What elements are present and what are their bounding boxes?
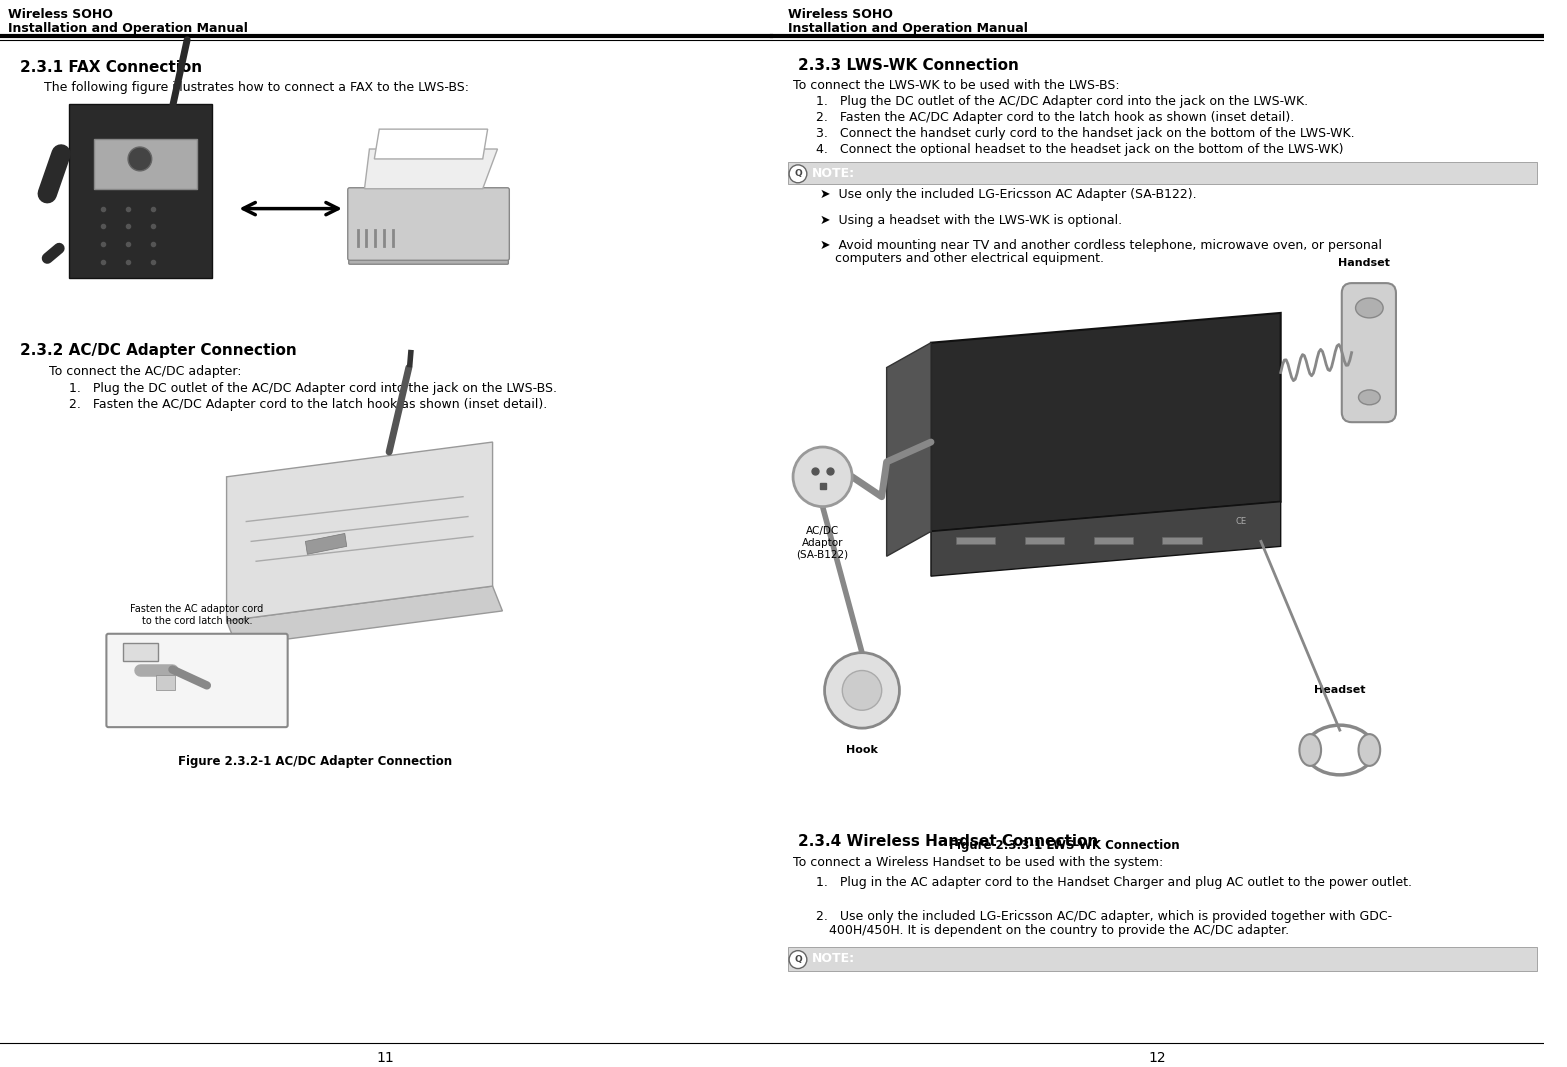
Ellipse shape: [1359, 389, 1381, 404]
Text: Wireless SOHO: Wireless SOHO: [788, 7, 893, 21]
Polygon shape: [227, 586, 503, 646]
Text: 2.3.2 AC/DC Adapter Connection: 2.3.2 AC/DC Adapter Connection: [20, 343, 296, 357]
Text: Handset: Handset: [1338, 258, 1390, 268]
Circle shape: [824, 653, 899, 728]
Text: Figure 2.3.3-1 LWS-WK Connection: Figure 2.3.3-1 LWS-WK Connection: [948, 840, 1180, 853]
FancyBboxPatch shape: [788, 162, 1537, 184]
Circle shape: [843, 670, 882, 711]
Text: Q: Q: [794, 170, 802, 178]
Text: AC/DC
Adaptor
(SA-B122): AC/DC Adaptor (SA-B122): [796, 526, 849, 560]
Ellipse shape: [1359, 734, 1381, 766]
Bar: [155, 675, 176, 690]
Text: NOTE:: NOTE:: [812, 166, 856, 180]
Text: computers and other electrical equipment.: computers and other electrical equipment…: [835, 252, 1105, 266]
Polygon shape: [931, 501, 1280, 576]
Text: Installation and Operation Manual: Installation and Operation Manual: [8, 21, 248, 35]
Text: 3.   Connect the handset curly cord to the handset jack on the bottom of the LWS: 3. Connect the handset curly cord to the…: [816, 127, 1354, 140]
Text: Q: Q: [794, 955, 802, 965]
FancyBboxPatch shape: [348, 188, 509, 260]
Polygon shape: [94, 139, 197, 189]
FancyBboxPatch shape: [107, 634, 288, 727]
FancyBboxPatch shape: [788, 946, 1537, 971]
Polygon shape: [306, 534, 346, 554]
Text: Hook: Hook: [846, 745, 878, 755]
Polygon shape: [931, 313, 1280, 531]
Text: ➤  Avoid mounting near TV and another cordless telephone, microwave oven, or per: ➤ Avoid mounting near TV and another cor…: [820, 239, 1382, 253]
Text: 2.3.4 Wireless Handset Connection: 2.3.4 Wireless Handset Connection: [798, 834, 1098, 849]
Text: 2.3.3 LWS-WK Connection: 2.3.3 LWS-WK Connection: [798, 58, 1019, 73]
Bar: [956, 538, 995, 544]
Text: 1.   Plug in the AC adapter cord to the Handset Charger and plug AC outlet to th: 1. Plug in the AC adapter cord to the Ha…: [816, 876, 1412, 889]
Text: CE: CE: [1236, 517, 1247, 526]
Text: 1.   Plug the DC outlet of the AC/DC Adapter cord into the jack on the LWS-WK.: 1. Plug the DC outlet of the AC/DC Adapt…: [816, 95, 1308, 109]
Circle shape: [790, 951, 807, 969]
Text: Figure 2.3.2-1 AC/DC Adapter Connection: Figure 2.3.2-1 AC/DC Adapter Connection: [179, 755, 453, 768]
Polygon shape: [227, 442, 492, 621]
FancyBboxPatch shape: [1341, 283, 1396, 423]
Text: 11: 11: [376, 1051, 393, 1065]
Text: ➤  Using a headset with the LWS-WK is optional.: ➤ Using a headset with the LWS-WK is opt…: [820, 213, 1122, 226]
Text: 2.   Fasten the AC/DC Adapter cord to the latch hook as shown (inset detail).: 2. Fasten the AC/DC Adapter cord to the …: [816, 111, 1294, 124]
Text: To connect the LWS-WK to be used with the LWS-BS:: To connect the LWS-WK to be used with th…: [793, 79, 1120, 93]
Bar: [124, 642, 158, 660]
Text: 12: 12: [1149, 1051, 1166, 1065]
Text: ➤  Use only the included LG-Ericsson AC Adapter (SA-B122).: ➤ Use only the included LG-Ericsson AC A…: [820, 188, 1196, 201]
Text: Wireless SOHO: Wireless SOHO: [8, 7, 113, 21]
Bar: [1163, 538, 1202, 544]
Text: 2.   Use only the included LG-Ericsson AC/DC adapter, which is provided together: 2. Use only the included LG-Ericsson AC/…: [816, 910, 1391, 923]
Text: 1.   Plug the DC outlet of the AC/DC Adapter cord into the jack on the LWS-BS.: 1. Plug the DC outlet of the AC/DC Adapt…: [69, 382, 556, 396]
Text: 2.3.1 FAX Connection: 2.3.1 FAX Connection: [20, 60, 202, 75]
Text: 4.   Connect the optional headset to the headset jack on the bottom of the LWS-W: 4. Connect the optional headset to the h…: [816, 143, 1343, 156]
Circle shape: [790, 165, 807, 182]
Text: 400H/450H. It is dependent on the country to provide the AC/DC adapter.: 400H/450H. It is dependent on the countr…: [829, 924, 1290, 937]
Text: The following figure illustrates how to connect a FAX to the LWS-BS:: The following figure illustrates how to …: [44, 81, 470, 95]
Ellipse shape: [1355, 298, 1384, 318]
Text: Installation and Operation Manual: Installation and Operation Manual: [788, 21, 1028, 35]
Bar: [1025, 538, 1064, 544]
FancyBboxPatch shape: [349, 219, 508, 265]
Polygon shape: [375, 129, 487, 159]
Circle shape: [793, 447, 852, 507]
Polygon shape: [887, 343, 931, 556]
Text: NOTE:: NOTE:: [812, 952, 856, 965]
Polygon shape: [69, 105, 212, 278]
Circle shape: [128, 147, 152, 171]
Text: Headset: Headset: [1315, 685, 1365, 696]
Text: 2.   Fasten the AC/DC Adapter cord to the latch hook as shown (inset detail).: 2. Fasten the AC/DC Adapter cord to the …: [69, 398, 547, 412]
Polygon shape: [365, 149, 497, 189]
Text: Fasten the AC adaptor cord
to the cord latch hook.: Fasten the AC adaptor cord to the cord l…: [130, 604, 263, 626]
Polygon shape: [227, 477, 266, 646]
Text: To connect a Wireless Handset to be used with the system:: To connect a Wireless Handset to be used…: [793, 857, 1163, 870]
Bar: [1094, 538, 1133, 544]
Text: To connect the AC/DC adapter:: To connect the AC/DC adapter:: [49, 365, 241, 378]
Ellipse shape: [1299, 734, 1321, 766]
